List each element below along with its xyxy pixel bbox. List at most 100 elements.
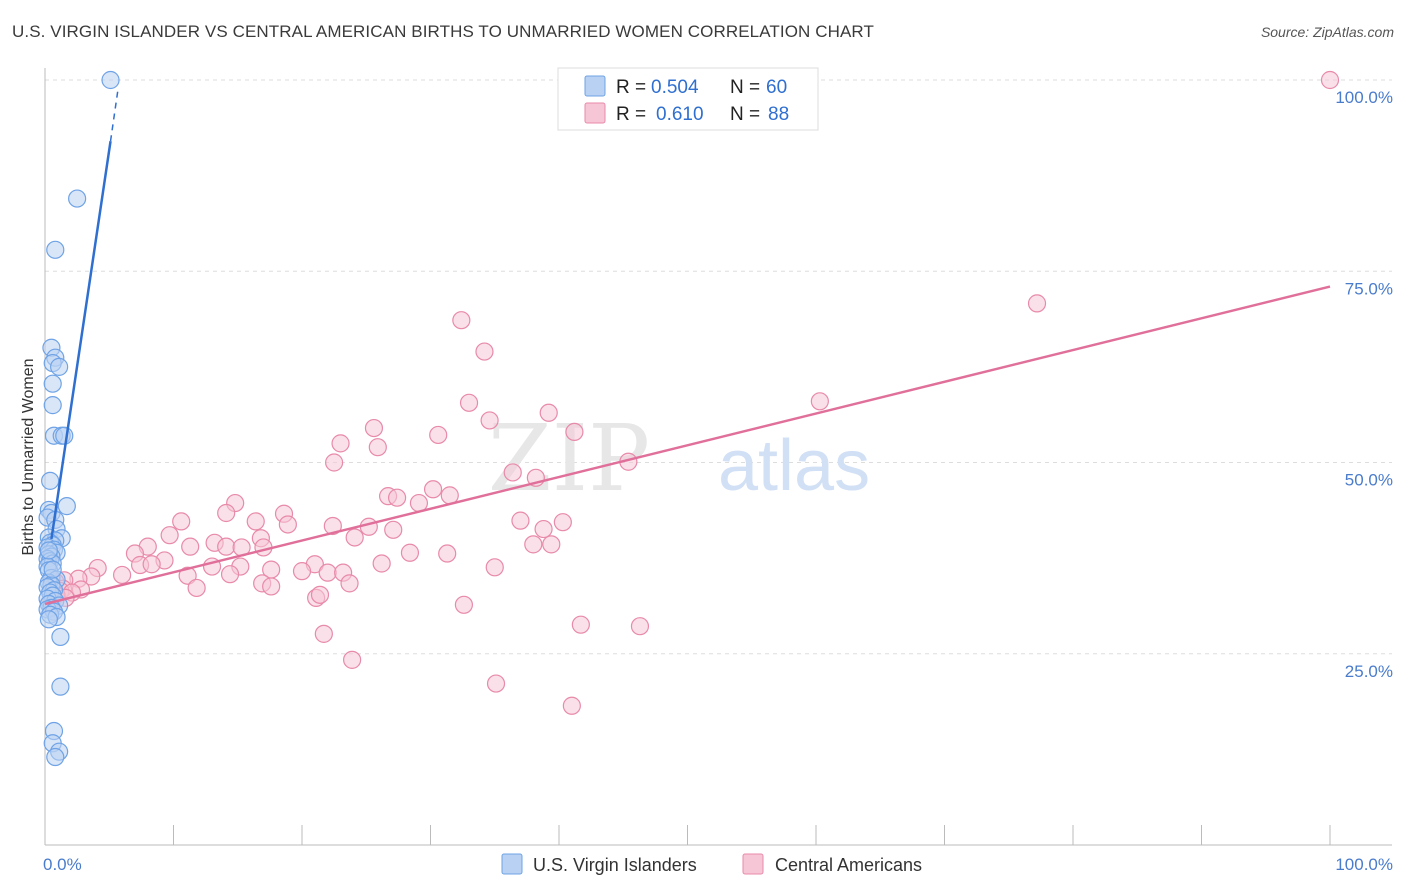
central-american-point-47 xyxy=(400,543,420,562)
virgin-islanders-trend-extension xyxy=(109,87,119,142)
central-american-point-54 xyxy=(372,554,391,573)
central-american-point-42 xyxy=(181,537,200,556)
central-american-point-8 xyxy=(364,418,384,438)
central-american-point-13 xyxy=(325,453,344,472)
virgin-islanders-trend-line xyxy=(50,141,112,540)
y-tick-label-2: 75.0% xyxy=(1345,279,1393,298)
virgin-islanders-points xyxy=(38,70,120,767)
central-american-point-28 xyxy=(323,516,342,536)
central-american-point-58 xyxy=(178,566,197,585)
central-american-point-71 xyxy=(187,578,206,598)
y-tick-label-0: 25.0% xyxy=(1345,662,1393,681)
central-american-point-36 xyxy=(345,528,364,547)
legend-r-value-1: 0.504 xyxy=(651,77,699,98)
y-axis-label: Births to Unmarried Women xyxy=(20,358,37,555)
legend-n-value-1: 60 xyxy=(766,77,787,98)
virgin-islander-point-7 xyxy=(43,374,62,393)
central-american-point-1 xyxy=(1027,294,1047,313)
chart-title: U.S. VIRGIN ISLANDER VS CENTRAL AMERICAN… xyxy=(12,22,874,41)
legend-n-label-1: N = xyxy=(730,77,760,98)
central-american-point-26 xyxy=(246,512,265,531)
zipatlas-watermark: ZIP atlas xyxy=(488,405,870,512)
virgin-islander-point-1 xyxy=(68,189,87,208)
central-american-point-5 xyxy=(459,393,479,412)
central-americans-points xyxy=(42,70,1340,715)
central-american-point-3 xyxy=(475,342,494,361)
legend-swatch-central-americans xyxy=(584,102,606,124)
central-american-point-11 xyxy=(331,434,350,453)
central-american-point-4 xyxy=(810,392,829,411)
central-american-point-43 xyxy=(524,535,543,554)
legend-r-label-2: R = xyxy=(616,104,646,125)
virgin-islander-point-11 xyxy=(55,426,74,445)
virgin-islander-point-8 xyxy=(43,396,62,415)
virgin-islander-point-0 xyxy=(101,70,120,90)
legend-r-label-1: R = xyxy=(616,77,646,98)
central-american-point-25 xyxy=(172,512,191,531)
x-tick-label-1: 100.0% xyxy=(1335,855,1393,874)
y-tick-label-3: 100.0% xyxy=(1335,88,1393,107)
central-american-point-15 xyxy=(503,463,522,482)
central-american-point-80 xyxy=(454,595,474,614)
central-american-point-17 xyxy=(423,480,443,499)
central-american-point-0 xyxy=(1320,70,1340,90)
central-americans-trend-line xyxy=(44,285,1331,606)
virgin-islander-point-59 xyxy=(43,560,62,579)
tick-labels: 25.0% 50.0% 75.0% 100.0% 0.0% 100.0% xyxy=(43,88,1393,874)
x-tick-label-0: 0.0% xyxy=(43,855,82,874)
axes xyxy=(44,68,1392,846)
legend-r-value-2: 0.610 xyxy=(656,104,704,125)
central-american-point-32 xyxy=(534,519,553,539)
central-american-point-69 xyxy=(340,574,359,593)
central-american-point-34 xyxy=(160,526,179,545)
central-american-point-38 xyxy=(217,537,236,556)
bottom-legend-swatch-central-americans xyxy=(742,853,764,875)
central-american-point-70 xyxy=(262,577,281,596)
central-american-point-12 xyxy=(368,438,387,457)
bottom-legend-label-virgin-islanders: U.S. Virgin Islanders xyxy=(533,855,697,875)
y-tick-label-1: 50.0% xyxy=(1345,471,1393,490)
central-american-point-31 xyxy=(553,513,572,532)
watermark-atlas: atlas xyxy=(718,426,870,506)
bottom-legend: U.S. Virgin Islanders Central Americans xyxy=(501,853,922,875)
central-american-point-57 xyxy=(485,558,504,577)
virgin-islander-point-13 xyxy=(57,497,76,516)
legend-swatch-virgin-islanders xyxy=(584,75,606,97)
central-american-point-59 xyxy=(220,565,240,584)
central-american-point-19 xyxy=(387,488,407,507)
trend-lines xyxy=(44,87,1331,606)
bottom-legend-label-central-americans: Central Americans xyxy=(775,855,922,875)
central-american-point-6 xyxy=(539,403,558,422)
source-credit: Source: ZipAtlas.com xyxy=(1260,24,1394,40)
virgin-islander-point-52 xyxy=(51,627,70,647)
central-american-point-61 xyxy=(112,565,132,585)
virgin-islander-point-53 xyxy=(51,677,70,696)
central-american-point-87 xyxy=(310,585,330,604)
central-american-point-84 xyxy=(343,650,362,669)
central-american-point-86 xyxy=(562,696,581,715)
legend: R = 0.504 N = 60 R = 0.610 N = 88 xyxy=(557,67,819,131)
virgin-islander-point-51 xyxy=(39,610,58,629)
central-american-point-46 xyxy=(438,544,457,563)
virgin-islander-point-58 xyxy=(39,541,58,560)
central-american-point-83 xyxy=(314,624,333,643)
central-american-point-82 xyxy=(630,617,650,636)
central-american-point-9 xyxy=(565,422,584,441)
central-american-point-85 xyxy=(486,674,506,693)
central-american-point-23 xyxy=(217,503,236,523)
central-american-point-50 xyxy=(142,555,161,574)
virgin-islander-point-2 xyxy=(46,240,65,259)
central-american-point-44 xyxy=(542,535,561,554)
bottom-legend-swatch-virgin-islanders xyxy=(501,853,523,875)
legend-n-value-2: 88 xyxy=(768,104,789,125)
virgin-islander-point-57 xyxy=(46,747,65,767)
central-american-point-10 xyxy=(429,425,448,445)
central-american-point-7 xyxy=(480,411,499,430)
virgin-islander-point-12 xyxy=(41,471,60,490)
central-american-point-33 xyxy=(384,520,403,539)
central-american-point-2 xyxy=(452,311,471,330)
legend-n-label-2: N = xyxy=(730,104,760,125)
central-american-point-63 xyxy=(318,563,337,582)
central-american-point-30 xyxy=(511,511,530,530)
